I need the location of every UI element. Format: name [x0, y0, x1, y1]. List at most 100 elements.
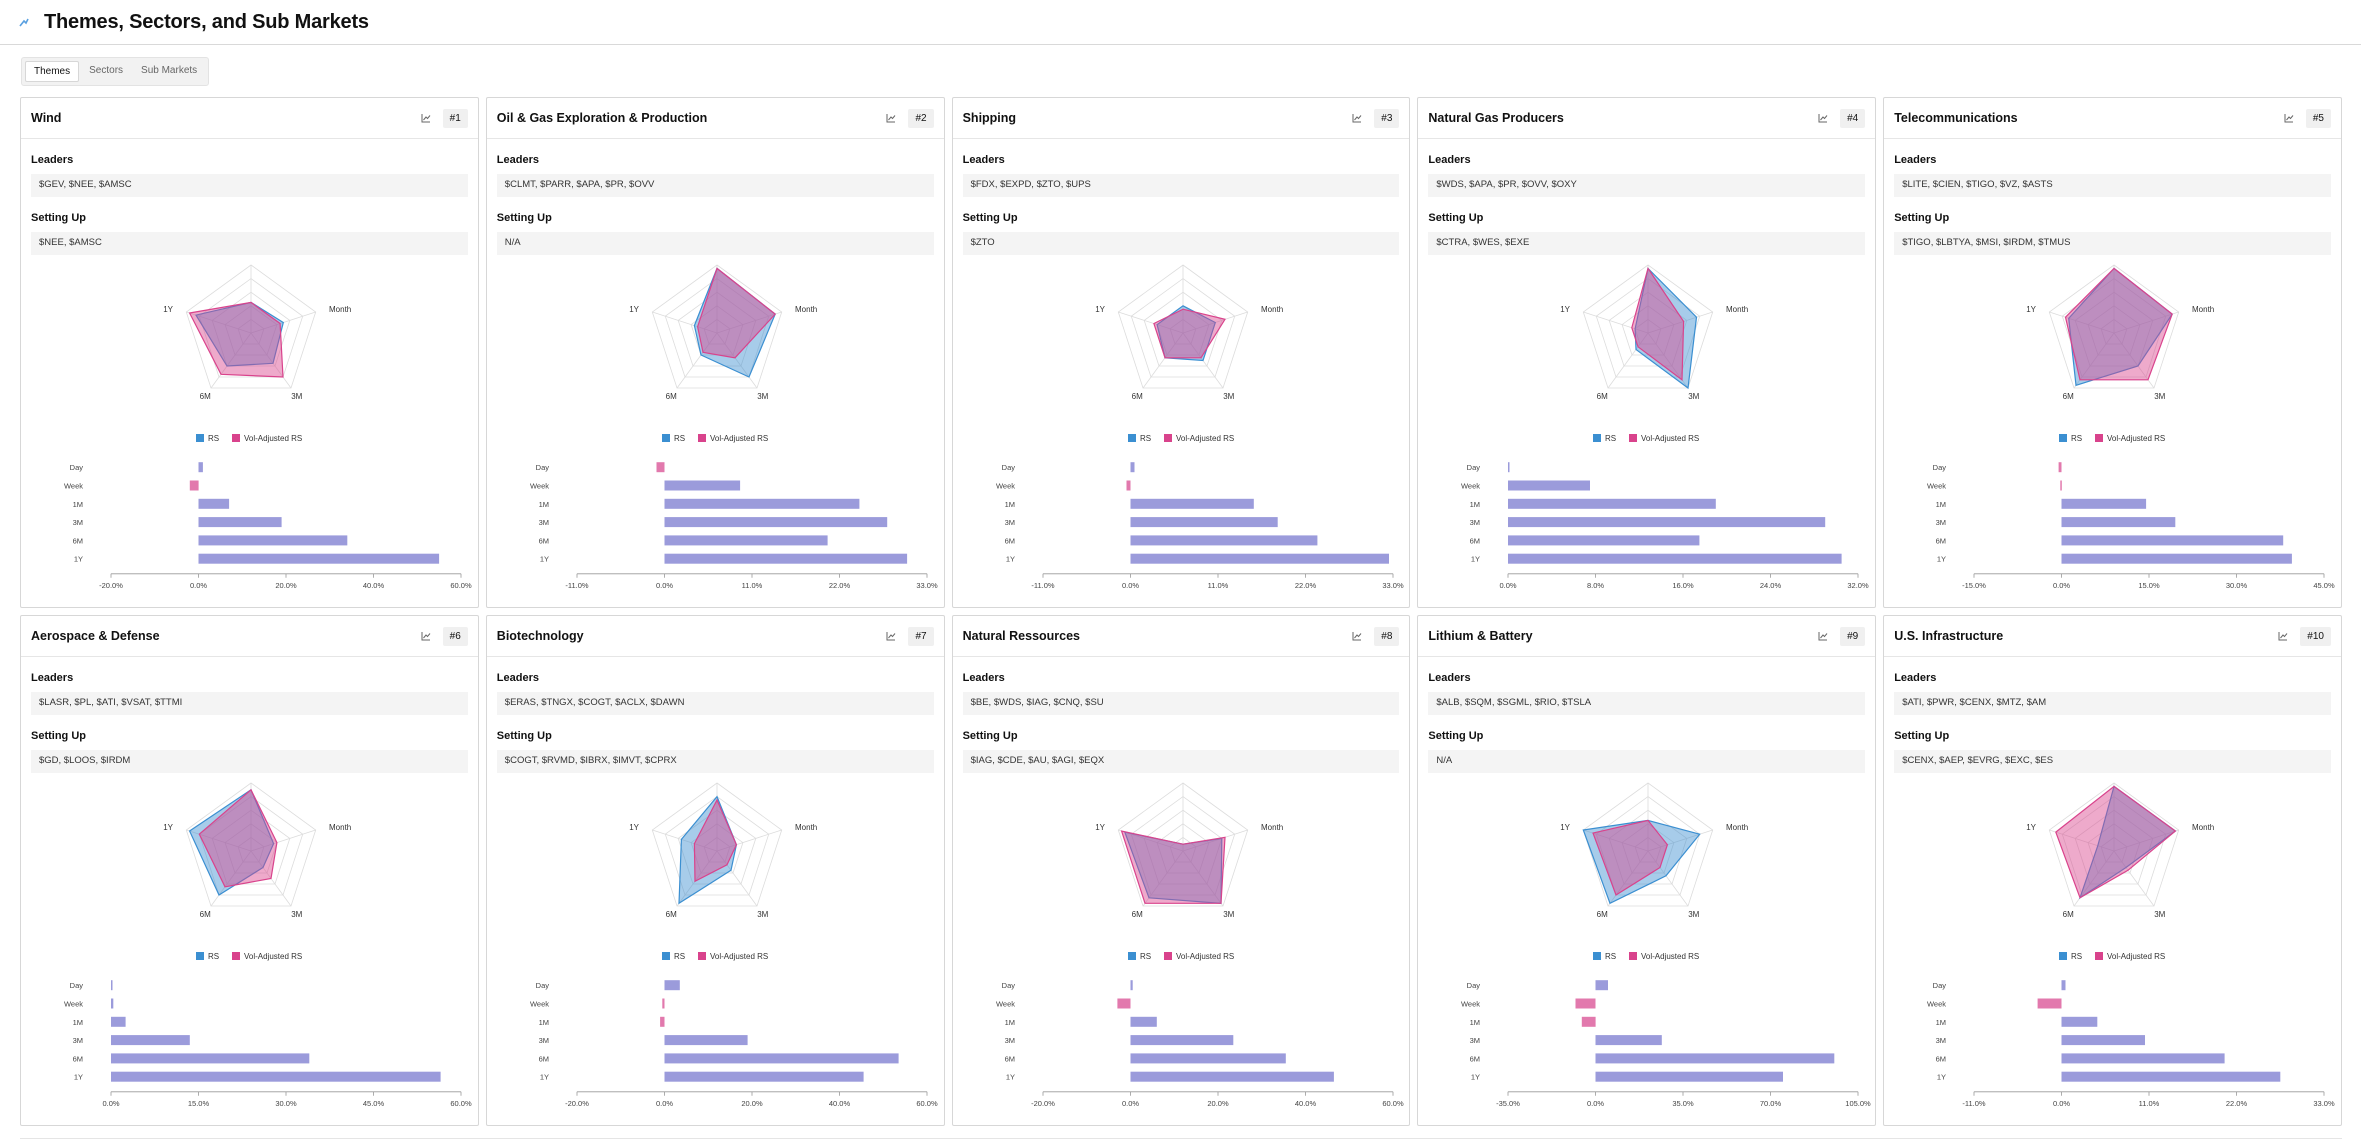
bar-category-label: 6M — [73, 536, 83, 545]
chart-icon[interactable] — [2274, 627, 2292, 645]
card-title: Natural Gas Producers — [1428, 111, 1564, 125]
chart-icon[interactable] — [1348, 109, 1366, 127]
radar-axis-label: 3M — [291, 910, 302, 919]
legend-vol-label: Vol-Adjusted RS — [1641, 952, 1699, 961]
radar-spoke — [1608, 332, 1649, 389]
legend-rs-swatch — [2059, 434, 2068, 442]
chart-icon[interactable] — [417, 109, 435, 127]
bar-category-label: Week — [64, 481, 83, 490]
x-tick-label: 22.0% — [1294, 581, 1316, 590]
returns-bar-chart: 0.0% 15.0% 30.0% 45.0% 60.0% Day Week 1M 3M 6M 1Y — [21, 976, 479, 1131]
theme-card: Biotechnology #7 Leaders $ERAS, $TNGX, $COG… — [485, 615, 945, 1126]
returns-bar-chart: -35.0% 0.0% 35.0% 70.0% 105.0% Day Week 1M 3M 6M 1… — [1418, 976, 1876, 1131]
radar-axis-label: 3M — [1223, 910, 1234, 919]
radar-grid-ring — [664, 278, 769, 378]
legend-rs-swatch — [661, 434, 670, 442]
legend-vol-swatch — [697, 434, 706, 442]
setting-up-label: Setting Up — [496, 212, 552, 224]
rank-badge: #6 — [442, 626, 468, 646]
radar-axis-label: 6M — [2063, 910, 2074, 919]
radar-grid-ring — [211, 809, 291, 885]
radar-grid-ring — [198, 796, 304, 896]
x-tick-label: 0.0% — [2053, 1099, 2070, 1108]
bar-category-label: 3M — [73, 1036, 83, 1045]
chart-icon[interactable] — [1814, 109, 1832, 127]
bar-category-label: 3M — [1470, 518, 1480, 527]
bar — [1508, 553, 1842, 564]
bar — [2061, 535, 2284, 546]
x-tick-label: -20.0% — [1031, 1099, 1055, 1108]
bar — [198, 553, 440, 564]
radar-axis-label: Week — [707, 258, 728, 260]
radar-axis-label: 3M — [1223, 392, 1234, 401]
x-tick-label: 60.0% — [450, 1099, 472, 1108]
x-tick-label: 8.0% — [1587, 581, 1604, 590]
tab-themes[interactable]: Themes — [25, 61, 80, 82]
returns-bar-chart: -20.0% 0.0% 20.0% 40.0% 60.0% Day Week 1M 3M 6M 1Y — [953, 976, 1411, 1131]
chart-icon[interactable] — [1814, 627, 1832, 645]
theme-card: Oil & Gas Exploration & Production #2 Lead… — [485, 97, 945, 608]
x-tick-label: 60.0% — [450, 581, 472, 590]
x-tick-label: 105.0% — [1846, 1099, 1872, 1108]
theme-card: Shipping #3 Leaders $FDX, $EXPD, $ZTO, $UPS… — [951, 97, 1411, 608]
legend-rs-swatch — [2059, 952, 2068, 960]
chart-icon[interactable] — [2280, 109, 2298, 127]
chart-icon[interactable] — [882, 109, 900, 127]
radar-axis-label: Week — [1172, 776, 1193, 778]
bar — [1130, 553, 1389, 564]
bar — [1508, 517, 1826, 528]
legend-vol-swatch — [2095, 952, 2104, 960]
bar-category-label: 1Y — [1005, 1073, 1014, 1082]
radar-spoke — [1648, 311, 1714, 334]
setting-up-tickers: $TIGO, $LBTYA, $MSI, $IRDM, $TMUS — [1894, 232, 2331, 255]
tab-sectors[interactable]: Sectors — [89, 65, 124, 76]
setting-up-tickers: $CENX, $AEP, $EVRG, $EXC, $ES — [1894, 750, 2331, 773]
bar — [111, 1071, 441, 1082]
legend-vol-label: Vol-Adjusted RS — [1176, 952, 1234, 961]
setting-up-label: Setting Up — [1894, 730, 1950, 742]
x-tick-label: 30.0% — [275, 1099, 297, 1108]
radar-chart: Week Month 3M 6M 1Y RS Vol-Adjusted RS — [1884, 251, 2342, 463]
radar-axis-label: 6M — [1597, 910, 1608, 919]
x-tick-label: 11.0% — [1207, 581, 1228, 590]
radar-spoke — [250, 829, 316, 852]
setting-up-tickers: N/A — [1428, 750, 1866, 773]
legend-vol-swatch — [697, 952, 706, 960]
setting-up-label: Setting Up — [1428, 212, 1484, 224]
leaders-label: Leaders — [1894, 154, 1937, 166]
bar-category-label: 6M — [538, 536, 548, 545]
setting-up-label: Setting Up — [31, 212, 86, 224]
radar-spoke — [1182, 829, 1248, 852]
radar-grid-ring — [703, 836, 731, 863]
legend-vol-label: Vol-Adjusted RS — [710, 952, 768, 961]
leaders-label: Leaders — [496, 154, 539, 166]
legend-rs-label: RS — [1140, 434, 1151, 443]
card-header: Telecommunications #5 — [1884, 98, 2341, 139]
radar-spoke — [716, 332, 758, 389]
radar-grid-ring — [1169, 318, 1196, 345]
radar-axis-label: 6M — [665, 392, 676, 401]
radar-axis-label: Week — [2104, 258, 2125, 260]
radar-spoke — [676, 332, 718, 389]
returns-bar-chart: 0.0% 8.0% 16.0% 24.0% 32.0% Day Week 1M 3M 6M 1Y — [1418, 458, 1876, 613]
bar — [1595, 1053, 1835, 1064]
card-header: Biotechnology #7 — [486, 616, 944, 657]
chart-icon[interactable] — [882, 627, 900, 645]
chart-icon[interactable] — [1348, 627, 1366, 645]
radar-series-vol-adjusted — [2065, 267, 2174, 381]
radar-spoke — [652, 311, 717, 334]
radar-axis-label: 3M — [757, 392, 768, 401]
returns-bar-chart: -20.0% 0.0% 20.0% 40.0% 60.0% Day Week 1M 3M 6M 1Y — [487, 976, 945, 1131]
bar-category-label: 1Y — [74, 555, 83, 564]
radar-spoke — [716, 311, 782, 334]
radar-grid-ring — [224, 823, 278, 874]
card-header: U.S. Infrastructure #10 — [1884, 616, 2341, 657]
radar-grid-ring — [1635, 318, 1662, 345]
tab-sub-markets[interactable]: Sub Markets — [141, 65, 198, 76]
bar — [1130, 1071, 1334, 1082]
chart-icon[interactable] — [417, 627, 435, 645]
rank-badge: #10 — [2300, 626, 2331, 646]
bar — [1126, 480, 1131, 491]
bar-category-label: 1Y — [1471, 555, 1480, 564]
setting-up-label: Setting Up — [962, 212, 1018, 224]
